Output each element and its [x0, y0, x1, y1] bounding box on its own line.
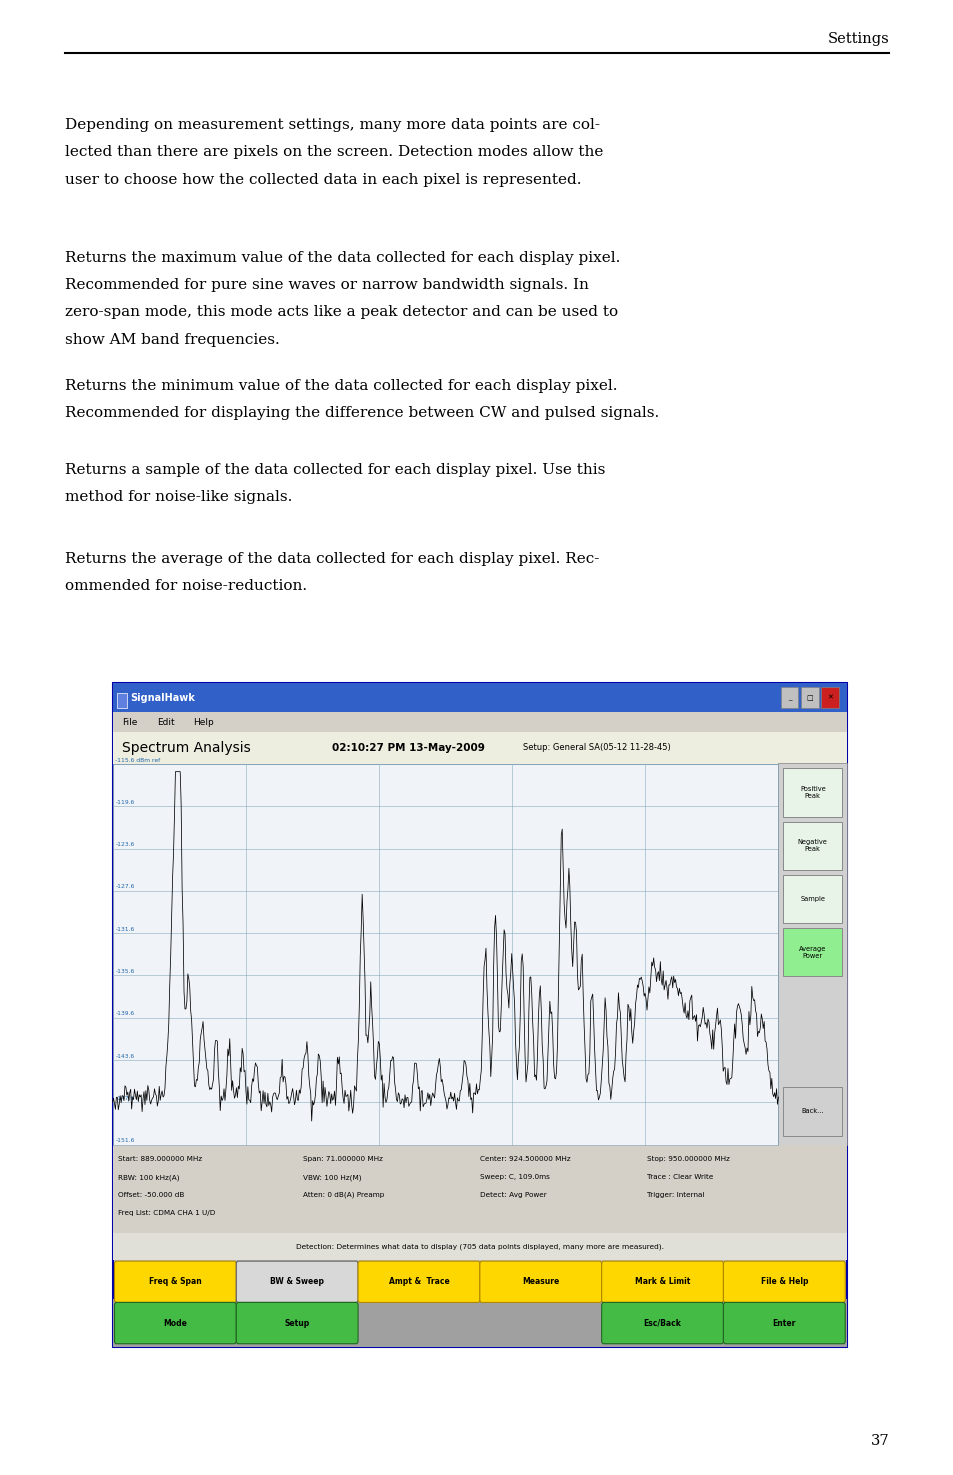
Text: Back...: Back...	[801, 1108, 823, 1115]
Text: Settings: Settings	[826, 32, 888, 46]
Text: -143.6: -143.6	[115, 1053, 134, 1059]
Bar	[782, 928, 841, 976]
Bar	[782, 822, 841, 870]
Text: 37: 37	[869, 1435, 888, 1448]
Text: VBW: 100 Hz(M): VBW: 100 Hz(M)	[303, 1174, 361, 1180]
Bar	[112, 1145, 846, 1233]
FancyBboxPatch shape	[601, 1261, 722, 1302]
Text: RBW: 100 kHz(A): RBW: 100 kHz(A)	[118, 1174, 179, 1180]
Text: -127.6: -127.6	[115, 885, 134, 889]
Text: Mode: Mode	[163, 1319, 187, 1328]
Text: File: File	[122, 717, 137, 727]
Text: user to choose how the collected data in each pixel is represented.: user to choose how the collected data in…	[65, 173, 580, 186]
Text: Freq List: CDMA CHA 1 U/D: Freq List: CDMA CHA 1 U/D	[118, 1210, 215, 1215]
Text: Esc/Back: Esc/Back	[643, 1319, 680, 1328]
Text: Setup: General SA(05-12 11-28-45): Setup: General SA(05-12 11-28-45)	[522, 743, 670, 752]
Text: lected than there are pixels on the screen. Detection modes allow the: lected than there are pixels on the scre…	[65, 145, 602, 159]
Text: Returns the minimum value of the data collected for each display pixel.: Returns the minimum value of the data co…	[65, 379, 617, 392]
Bar	[112, 712, 846, 732]
Text: Ampt &  Trace: Ampt & Trace	[388, 1277, 449, 1286]
FancyBboxPatch shape	[357, 1261, 479, 1302]
Text: Returns a sample of the data collected for each display pixel. Use this: Returns a sample of the data collected f…	[65, 463, 604, 476]
Text: Atten: 0 dB(A) Preamp: Atten: 0 dB(A) Preamp	[303, 1192, 384, 1198]
Text: Trigger: Internal: Trigger: Internal	[646, 1192, 703, 1198]
Text: File & Help: File & Help	[760, 1277, 807, 1286]
FancyBboxPatch shape	[601, 1302, 722, 1344]
Text: Center: 924.500000 MHz: Center: 924.500000 MHz	[479, 1156, 570, 1162]
Text: -135.6: -135.6	[115, 969, 134, 974]
Text: □: □	[806, 695, 812, 701]
Text: -115.6 dBm ref: -115.6 dBm ref	[115, 758, 160, 763]
Text: Enter: Enter	[772, 1319, 795, 1328]
Bar	[112, 732, 846, 764]
FancyBboxPatch shape	[236, 1261, 357, 1302]
Text: Detect: Avg Power: Detect: Avg Power	[479, 1192, 546, 1198]
Text: Positive
Peak: Positive Peak	[800, 786, 824, 799]
Text: -123.6: -123.6	[115, 842, 134, 847]
Text: Recommended for pure sine waves or narrow bandwidth signals. In: Recommended for pure sine waves or narro…	[65, 277, 588, 292]
Text: Help: Help	[193, 717, 213, 727]
FancyBboxPatch shape	[114, 1261, 236, 1302]
Text: -131.6: -131.6	[115, 926, 134, 932]
Text: _: _	[787, 695, 791, 701]
Bar	[801, 687, 818, 708]
Bar	[782, 768, 841, 817]
FancyBboxPatch shape	[114, 1302, 236, 1344]
Text: ommended for noise-reduction.: ommended for noise-reduction.	[65, 578, 307, 593]
Bar	[781, 687, 798, 708]
Text: Average
Power: Average Power	[799, 945, 825, 959]
Text: Edit: Edit	[157, 717, 174, 727]
Text: Mark & Limit: Mark & Limit	[634, 1277, 690, 1286]
Text: Sweep: C, 109.0ms: Sweep: C, 109.0ms	[479, 1174, 549, 1180]
Text: -147.6: -147.6	[115, 1096, 134, 1100]
FancyBboxPatch shape	[236, 1302, 357, 1344]
Text: Detection: Determines what data to display (705 data points displayed, many more: Detection: Determines what data to displ…	[295, 1243, 663, 1249]
Text: Recommended for displaying the difference between CW and pulsed signals.: Recommended for displaying the differenc…	[65, 406, 659, 420]
Text: Negative
Peak: Negative Peak	[797, 839, 827, 853]
Bar	[782, 875, 841, 923]
Bar	[782, 1087, 841, 1136]
Text: Spectrum Analysis: Spectrum Analysis	[122, 740, 251, 755]
Bar	[112, 1299, 846, 1347]
FancyBboxPatch shape	[722, 1302, 844, 1344]
Text: Freq & Span: Freq & Span	[149, 1277, 201, 1286]
Text: Setup: Setup	[284, 1319, 310, 1328]
FancyBboxPatch shape	[722, 1261, 844, 1302]
Text: method for noise-like signals.: method for noise-like signals.	[65, 490, 292, 504]
Text: Trace : Clear Write: Trace : Clear Write	[646, 1174, 713, 1180]
Bar	[117, 693, 127, 708]
Text: Start: 889.000000 MHz: Start: 889.000000 MHz	[118, 1156, 202, 1162]
Text: zero-span mode, this mode acts like a peak detector and can be used to: zero-span mode, this mode acts like a pe…	[65, 305, 618, 319]
Text: Returns the maximum value of the data collected for each display pixel.: Returns the maximum value of the data co…	[65, 251, 619, 264]
Bar	[112, 683, 846, 1347]
Text: 02:10:27 PM 13-May-2009: 02:10:27 PM 13-May-2009	[332, 743, 484, 752]
Text: Span: 71.000000 MHz: Span: 71.000000 MHz	[303, 1156, 383, 1162]
FancyBboxPatch shape	[479, 1261, 601, 1302]
Text: Returns the average of the data collected for each display pixel. Rec-: Returns the average of the data collecte…	[65, 552, 598, 565]
Text: Depending on measurement settings, many more data points are col-: Depending on measurement settings, many …	[65, 118, 599, 131]
Bar	[112, 683, 846, 712]
Text: show AM band frequencies.: show AM band frequencies.	[65, 332, 279, 347]
Text: SignalHawk: SignalHawk	[131, 693, 195, 702]
Text: Measure: Measure	[521, 1277, 558, 1286]
Text: BW & Sweep: BW & Sweep	[270, 1277, 324, 1286]
Bar	[778, 763, 846, 1145]
Text: Offset: -50.000 dB: Offset: -50.000 dB	[118, 1192, 185, 1198]
Text: -119.6: -119.6	[115, 799, 134, 805]
Text: -151.6: -151.6	[115, 1139, 134, 1143]
Bar	[112, 1233, 846, 1260]
Text: ✕: ✕	[826, 695, 832, 701]
Text: -139.6: -139.6	[115, 1012, 134, 1016]
Text: Stop: 950.000000 MHz: Stop: 950.000000 MHz	[646, 1156, 729, 1162]
Bar	[821, 687, 838, 708]
Bar	[112, 764, 778, 1145]
Text: Sample: Sample	[800, 895, 824, 903]
